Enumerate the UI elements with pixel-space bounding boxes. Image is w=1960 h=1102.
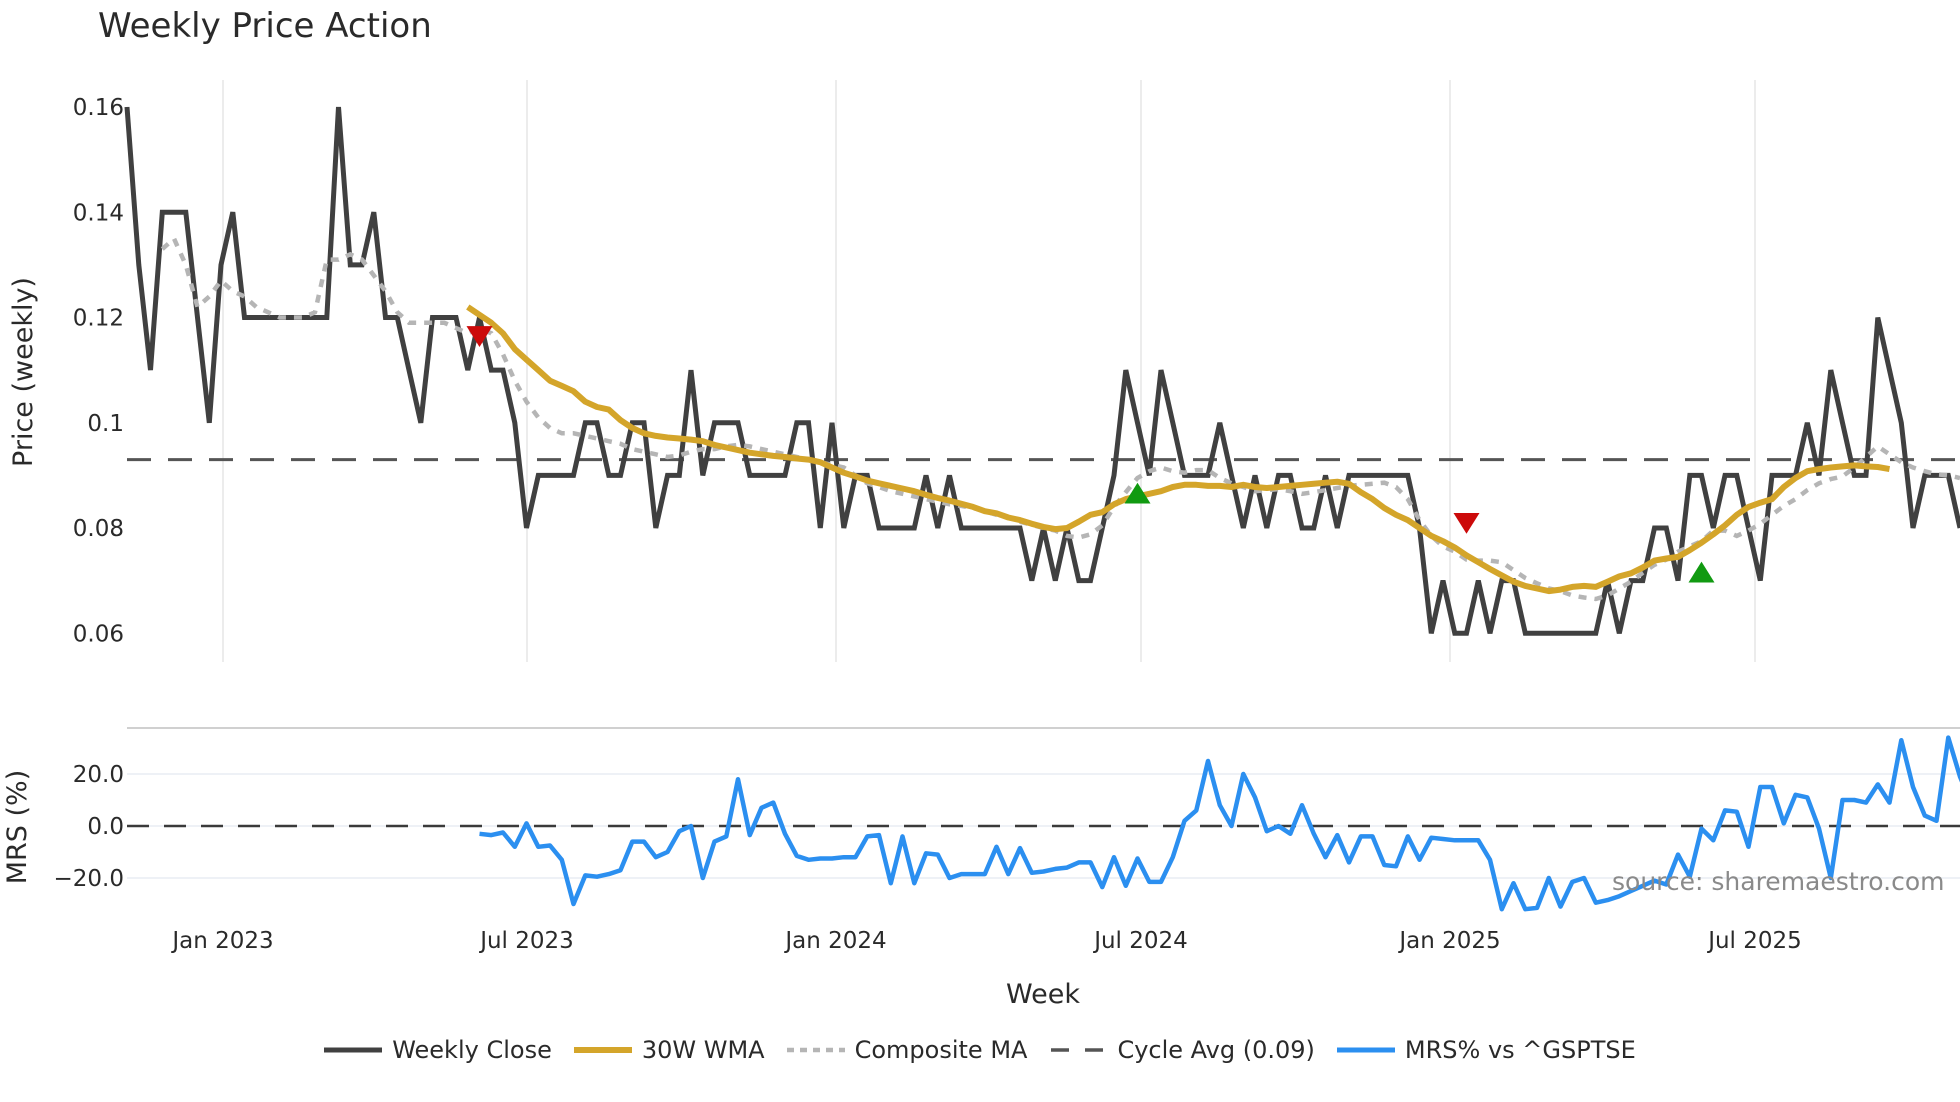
price-y-tick-label: 0.08 bbox=[73, 516, 124, 542]
legend-label: Cycle Avg (0.09) bbox=[1117, 1036, 1315, 1064]
mrs-y-tick-label: −20.0 bbox=[54, 866, 124, 892]
x-tick-label: Jul 2023 bbox=[478, 928, 574, 954]
price-y-tick-label: 0.16 bbox=[73, 95, 124, 121]
x-tick-label: Jan 2024 bbox=[783, 928, 886, 954]
dashed-line-swatch-icon bbox=[1051, 1048, 1108, 1052]
mrs-y-axis: −20.0 0.0 20.0 bbox=[54, 762, 124, 892]
legend-item-composite-ma[interactable]: Composite MA bbox=[786, 1036, 1028, 1064]
legend-item-mrs[interactable]: MRS% vs ^GSPTSE bbox=[1336, 1036, 1636, 1064]
x-tick-label: Jul 2024 bbox=[1092, 928, 1188, 954]
legend-item-30w-wma[interactable]: 30W WMA bbox=[573, 1036, 765, 1064]
price-y-tick-label: 0.06 bbox=[73, 621, 124, 647]
legend-item-weekly-close[interactable]: Weekly Close bbox=[324, 1036, 552, 1064]
composite-ma-line bbox=[160, 234, 1960, 602]
price-y-tick-label: 0.14 bbox=[73, 200, 124, 226]
solid-line-swatch-icon bbox=[324, 1047, 383, 1053]
mrs-y-tick-label: 0.0 bbox=[87, 814, 124, 840]
buy-signal-triangle-up-icon bbox=[1124, 482, 1151, 504]
legend-label: Weekly Close bbox=[392, 1036, 552, 1064]
legend-label: 30W WMA bbox=[641, 1036, 765, 1064]
solid-line-swatch-icon bbox=[1336, 1047, 1395, 1053]
x-axis-title: Week bbox=[1006, 979, 1080, 1010]
dotted-line-swatch-icon bbox=[786, 1047, 845, 1053]
chart-title: Weekly Price Action bbox=[98, 6, 432, 46]
x-tick-label: Jan 2023 bbox=[170, 928, 273, 954]
source-note: source: sharemaestro.com bbox=[1612, 867, 1945, 896]
x-axis: Jan 2023 Jul 2023 Jan 2024 Jul 2024 Jan 2025… bbox=[170, 928, 1801, 954]
legend-label: MRS% vs ^GSPTSE bbox=[1404, 1036, 1636, 1064]
price-y-axis: 0.06 0.08 0.1 0.12 0.14 0.16 bbox=[73, 95, 124, 647]
mrs-line bbox=[479, 735, 1960, 912]
x-tick-label: Jan 2025 bbox=[1397, 928, 1500, 954]
x-tick-label: Jul 2025 bbox=[1706, 928, 1802, 954]
solid-line-swatch-icon bbox=[573, 1047, 632, 1053]
sell-signal-triangle-down-icon bbox=[1453, 512, 1480, 534]
mrs-y-tick-label: 20.0 bbox=[73, 762, 124, 788]
buy-signal-triangle-up-icon bbox=[1688, 561, 1715, 583]
mrs-y-axis-title: MRS (%) bbox=[2, 770, 33, 885]
price-y-tick-label: 0.12 bbox=[73, 306, 124, 332]
wma-30w-line bbox=[466, 304, 1891, 595]
sell-signal-triangle-down-icon bbox=[466, 326, 493, 347]
price-y-axis-title: Price (weekly) bbox=[8, 277, 39, 467]
price-y-tick-label: 0.1 bbox=[87, 411, 124, 437]
legend: Weekly Close 30W WMA Composite MA Cycle … bbox=[0, 1036, 1960, 1064]
legend-label: Composite MA bbox=[854, 1036, 1028, 1064]
signal-markers bbox=[466, 326, 1715, 583]
price-gridlines bbox=[222, 80, 1756, 662]
legend-item-cycle-avg[interactable]: Cycle Avg (0.09) bbox=[1049, 1036, 1315, 1064]
